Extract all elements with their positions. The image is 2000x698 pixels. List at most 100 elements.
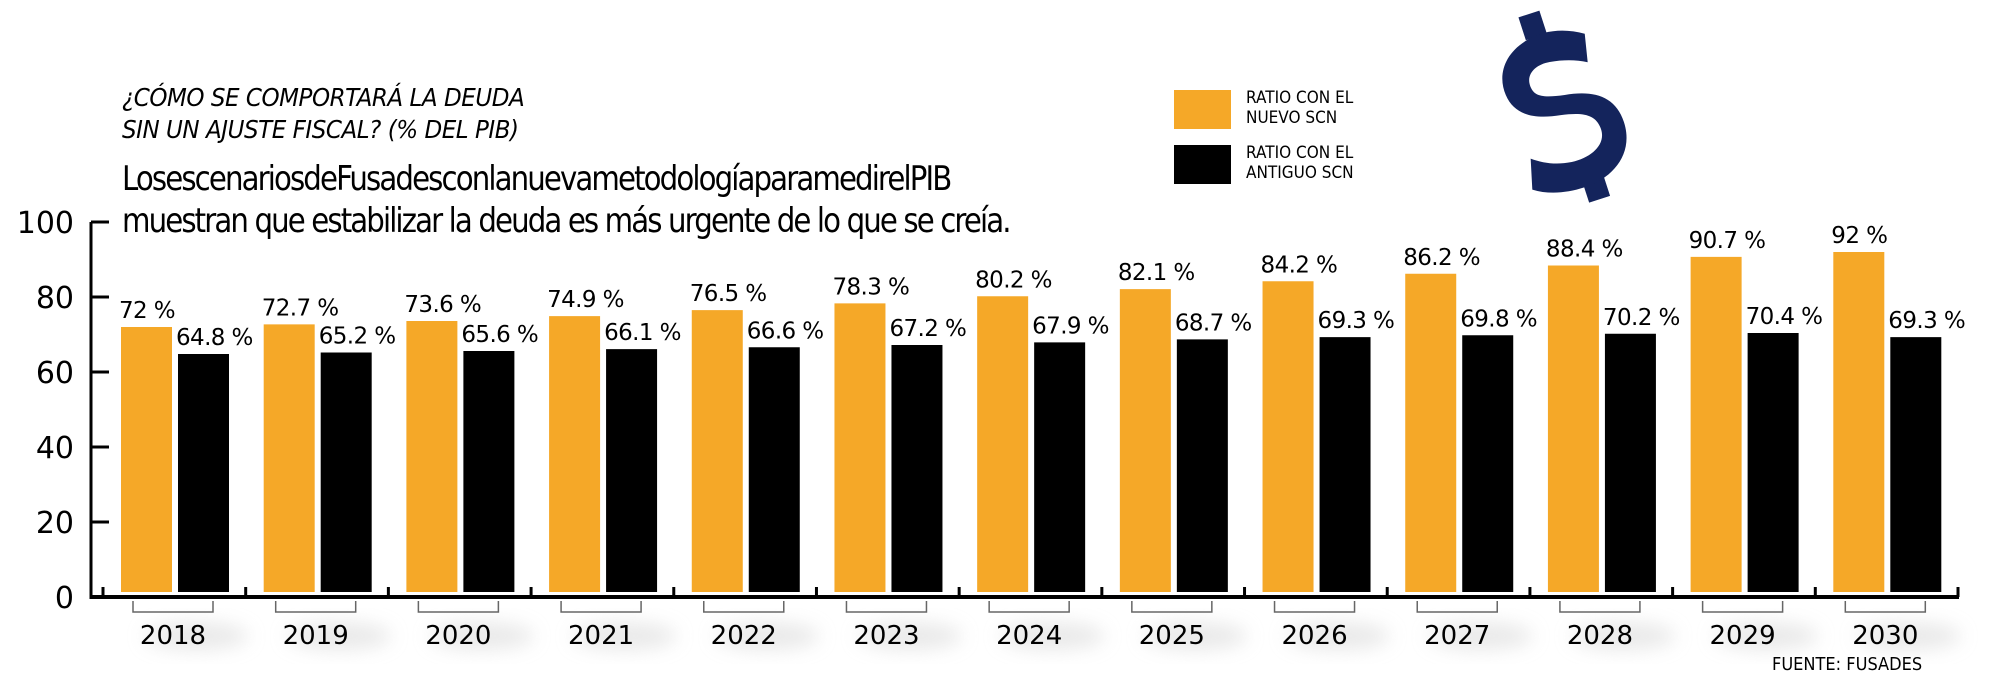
data-label-nuevo-scn: 86.2 % (1403, 245, 1480, 271)
chart-title-line-1: ¿CÓMO SE COMPORTARÁ LA DEUDA (122, 83, 525, 112)
bar-antiguo-scn (1176, 339, 1228, 592)
x-tick-label: 2019 (283, 621, 349, 651)
data-label-nuevo-scn: 92 % (1831, 223, 1887, 249)
year-label-shadow (287, 622, 392, 650)
y-tick-label: 40 (36, 431, 74, 466)
x-tick-label: 2028 (1567, 621, 1633, 651)
year-label-shadow (1713, 622, 1818, 650)
bar-antiguo-scn (463, 351, 515, 592)
year-label-shadow (1856, 622, 1961, 650)
year-label-shadow (1571, 622, 1676, 650)
bar-antiguo-scn (891, 345, 943, 592)
year-label-shadow (1428, 622, 1533, 650)
y-tick-label: 0 (55, 581, 74, 616)
bar-antiguo-scn (1604, 333, 1656, 592)
bar-nuevo-scn (121, 327, 172, 592)
bar-nuevo-scn (549, 316, 601, 592)
category-bracket (1131, 601, 1213, 613)
data-label-antiguo-scn: 70.2 % (1603, 305, 1680, 331)
x-tick-label: 2022 (711, 621, 777, 651)
chart-subtitle-line-1: LosescenariosdeFusadesconlanuevametodolo… (122, 159, 952, 199)
data-label-antiguo-scn: 69.8 % (1460, 306, 1537, 332)
chart-subtitle: LosescenariosdeFusadesconlanuevametodolo… (122, 158, 1012, 242)
bar-antiguo-scn (1034, 342, 1086, 592)
year-label-shadow (1143, 622, 1248, 650)
y-tick-label: 20 (36, 506, 74, 541)
year-label-shadow (429, 622, 534, 650)
bar-antiguo-scn (320, 352, 372, 592)
data-label-antiguo-scn: 65.6 % (461, 322, 538, 348)
category-bracket (274, 601, 357, 613)
year-label-shadow (144, 622, 249, 650)
data-label-antiguo-scn: 69.3 % (1318, 308, 1395, 334)
bar-antiguo-scn (1462, 335, 1514, 592)
x-tick-label: 2023 (853, 621, 919, 651)
x-tick-label: 2021 (568, 621, 634, 651)
bar-nuevo-scn (406, 321, 458, 592)
data-label-nuevo-scn: 76.5 % (690, 281, 767, 307)
x-tick-label: 2027 (1424, 621, 1490, 651)
year-label-shadow (857, 622, 962, 650)
data-label-antiguo-scn: 66.1 % (604, 320, 681, 346)
category-bracket (1844, 601, 1927, 613)
bar-nuevo-scn (1262, 281, 1314, 592)
x-tick-label: 2018 (140, 621, 206, 651)
data-label-nuevo-scn: 72.7 % (262, 295, 339, 321)
bar-nuevo-scn (1833, 252, 1885, 592)
data-label-antiguo-scn: 69.3 % (1888, 308, 1965, 334)
data-label-nuevo-scn: 88.4 % (1546, 237, 1623, 263)
x-tick-label: 2024 (996, 621, 1062, 651)
data-label-nuevo-scn: 72 % (119, 298, 175, 324)
data-label-antiguo-scn: 65.2 % (319, 324, 396, 350)
data-label-nuevo-scn: 80.2 % (975, 267, 1052, 293)
data-label-antiguo-scn: 68.7 % (1175, 310, 1252, 336)
category-bracket (1273, 601, 1356, 613)
category-bracket (703, 601, 785, 613)
bar-antiguo-scn (748, 347, 800, 592)
chart-title-line-2: SIN UN AJUSTE FISCAL? (% DEL PIB) (122, 115, 519, 144)
legend-label-nuevo-scn: RATIO CON EL NUEVO SCN (1246, 88, 1354, 128)
category-bracket (988, 601, 1070, 613)
data-label-antiguo-scn: 67.2 % (889, 316, 966, 342)
y-tick-label: 100 (17, 206, 74, 241)
x-tick-label: 2025 (1139, 621, 1205, 651)
bar-nuevo-scn (834, 303, 886, 592)
y-tick-label: 60 (36, 356, 74, 391)
year-label-shadow (1000, 622, 1105, 650)
year-label-shadow (572, 622, 677, 650)
category-bracket (417, 601, 500, 613)
data-label-nuevo-scn: 73.6 % (404, 292, 481, 318)
data-label-nuevo-scn: 84.2 % (1261, 252, 1338, 278)
category-bracket (1559, 601, 1641, 613)
x-tick-label: 2020 (425, 621, 491, 651)
bar-nuevo-scn (977, 296, 1029, 592)
data-label-nuevo-scn: 82.1 % (1118, 260, 1195, 286)
y-tick-label: 80 (36, 281, 74, 316)
bar-antiguo-scn (178, 354, 229, 592)
dollar-sign-icon (1502, 10, 1627, 203)
data-label-antiguo-scn: 70.4 % (1746, 304, 1823, 330)
legend-swatch-antiguo-scn (1174, 145, 1231, 184)
bar-nuevo-scn (1405, 273, 1457, 592)
data-label-antiguo-scn: 66.6 % (747, 318, 824, 344)
bar-antiguo-scn (1890, 337, 1942, 592)
category-bracket (560, 601, 642, 613)
bar-nuevo-scn (1119, 289, 1171, 592)
bar-nuevo-scn (691, 310, 743, 592)
bar-antiguo-scn (1747, 333, 1799, 592)
data-label-nuevo-scn: 78.3 % (832, 274, 909, 300)
bar-antiguo-scn (606, 349, 658, 592)
category-bracket (845, 601, 928, 613)
category-bracket (132, 601, 214, 613)
x-tick-label: 2030 (1852, 621, 1918, 651)
category-bracket (1416, 601, 1498, 613)
bar-antiguo-scn (1319, 337, 1371, 592)
x-tick-label: 2026 (1281, 621, 1347, 651)
data-label-nuevo-scn: 90.7 % (1689, 228, 1766, 254)
bar-nuevo-scn (1690, 256, 1742, 592)
legend-label-antiguo-scn: RATIO CON EL ANTIGUO SCN (1246, 143, 1354, 183)
data-label-antiguo-scn: 64.8 % (176, 325, 253, 351)
category-bracket (1701, 601, 1784, 613)
x-tick-label: 2029 (1710, 621, 1776, 651)
